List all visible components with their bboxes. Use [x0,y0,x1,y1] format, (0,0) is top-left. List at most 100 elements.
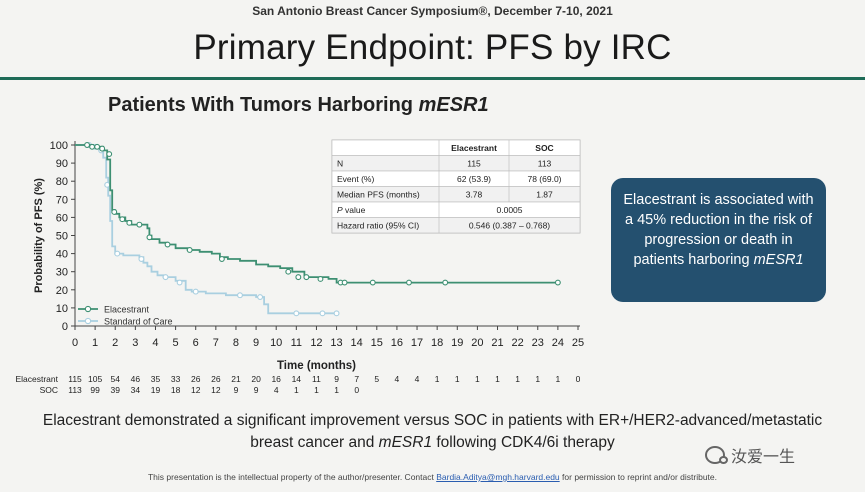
risk-value: 39 [111,385,121,395]
risk-value: 99 [90,385,100,395]
risk-value: 54 [111,374,121,384]
elacestrant-censor-mark [84,142,91,148]
risk-value: 0 [354,385,359,395]
stats-table-cell: 78 (69.0) [527,174,561,184]
elacestrant-censor-mark [89,143,96,150]
elacestrant-censor-mark [126,219,133,226]
x-tick-label: 8 [233,337,239,349]
soc-censor-mark [319,310,326,317]
stats-table-cell: 115 [467,159,481,169]
soc-censor-mark [257,294,264,300]
watermark: 汝爱一生 [705,443,795,467]
conclusion-text: Elacestrant demonstrated a significant i… [30,410,835,454]
x-tick-label: 9 [253,337,259,349]
stats-table-label: Event (%) [337,174,374,184]
x-tick-label: 18 [431,337,443,349]
legend-label: Standard of Care [104,317,173,327]
risk-value: 12 [191,385,201,395]
elacestrant-censor-mark [406,279,412,286]
footer-email-link[interactable]: Bardia.Aditya@mgh.harvard.edu [436,472,560,482]
stats-table-label: Median PFS (months) [337,190,420,200]
elacestrant-censor-mark [106,151,113,157]
risk-value: 26 [211,374,221,384]
risk-value: 105 [88,374,102,384]
soc-censor-mark [114,250,121,257]
risk-value: 11 [312,374,321,384]
watermark-text: 汝爱一生 [731,449,796,466]
risk-value: 1 [314,385,319,395]
risk-value: 9 [254,385,259,395]
elacestrant-censor-mark [295,274,302,281]
x-tick-label: 15 [371,337,383,349]
symposium-header: San Antonio Breast Cancer Symposium®, De… [252,4,613,18]
risk-value: 1 [334,385,339,395]
soc-censor-mark [192,288,199,295]
elacestrant-censor-mark [111,209,118,215]
x-tick-label: 11 [291,337,302,349]
x-tick-label: 1 [92,337,98,349]
risk-value: 5 [374,374,379,384]
x-tick-label: 23 [532,337,544,349]
chart-title-gene: mESR1 [418,94,489,116]
elacestrant-censor-mark [317,275,324,282]
risk-value: 9 [234,385,239,395]
y-tick-label: 20 [56,285,68,297]
elacestrant-censor-mark [369,279,376,286]
risk-value: 1 [294,385,299,395]
elacestrant-censor-mark [146,234,153,241]
x-tick-label: 14 [351,337,363,349]
risk-row-label: Elacestrant [15,374,58,384]
x-tick-label: 13 [330,337,342,349]
y-tick-label: 30 [56,267,68,279]
risk-value: 115 [68,374,82,384]
x-tick-label: 21 [491,337,503,349]
stats-table-cell: 0.546 (0.387 – 0.768) [469,221,550,231]
x-tick-label: 22 [512,337,524,349]
risk-value: 9 [334,374,339,384]
risk-value: 1 [515,374,520,384]
risk-value: 1 [435,374,440,384]
callout-box: Elacestrant is associated with a 45% red… [611,178,826,302]
stats-table-cell: 0.0005 [497,205,523,215]
risk-value: 7 [354,374,359,384]
chart-title: Patients With Tumors Harboring mESR1 [108,94,489,117]
y-tick-label: 100 [50,140,68,152]
elacestrant-censor-mark [136,221,143,228]
risk-value: 19 [151,385,161,395]
footer: This presentation is the intellectual pr… [0,472,865,482]
x-tick-label: 20 [471,337,483,349]
risk-row-label: SOC [40,385,58,395]
conclusion-part1: Elacestrant demonstrated a significant i… [42,412,823,451]
stats-table-row-bg [331,217,581,234]
conclusion-gene: mESR1 [378,434,433,451]
elacestrant-censor-mark [186,247,193,253]
soc-censor-mark [293,310,300,317]
x-tick-label: 5 [173,337,179,349]
y-tick-label: 0 [62,321,68,333]
elacestrant-censor-mark [442,279,449,286]
title-divider [0,77,865,80]
callout-text: Elacestrant is associated with a 45% red… [623,192,814,268]
elacestrant-censor-mark [218,256,225,262]
elacestrant-censor-mark [119,216,126,223]
risk-value: 46 [131,374,141,384]
x-tick-label: 7 [213,337,219,349]
stats-table-row-bg [331,201,581,218]
elacestrant-censor-mark [164,241,171,248]
risk-value: 26 [191,374,201,384]
risk-value: 21 [231,374,241,384]
stats-table-header: Elacestrant [451,143,497,153]
soc-censor-mark [162,274,169,281]
elacestrant-censor-mark [303,274,310,281]
x-tick-label: 2 [112,337,118,349]
elacestrant-censor-mark [341,279,348,286]
risk-value: 33 [171,374,181,384]
risk-value: 34 [131,385,141,395]
stats-table-cell: 1.87 [536,190,553,200]
y-tick-label: 90 [56,158,68,170]
stats-table-label: N [337,159,343,169]
legend-marker [84,305,92,313]
callout-gene: mESR1 [753,252,804,268]
chart-title-text: Patients With Tumors Harboring [108,94,419,116]
